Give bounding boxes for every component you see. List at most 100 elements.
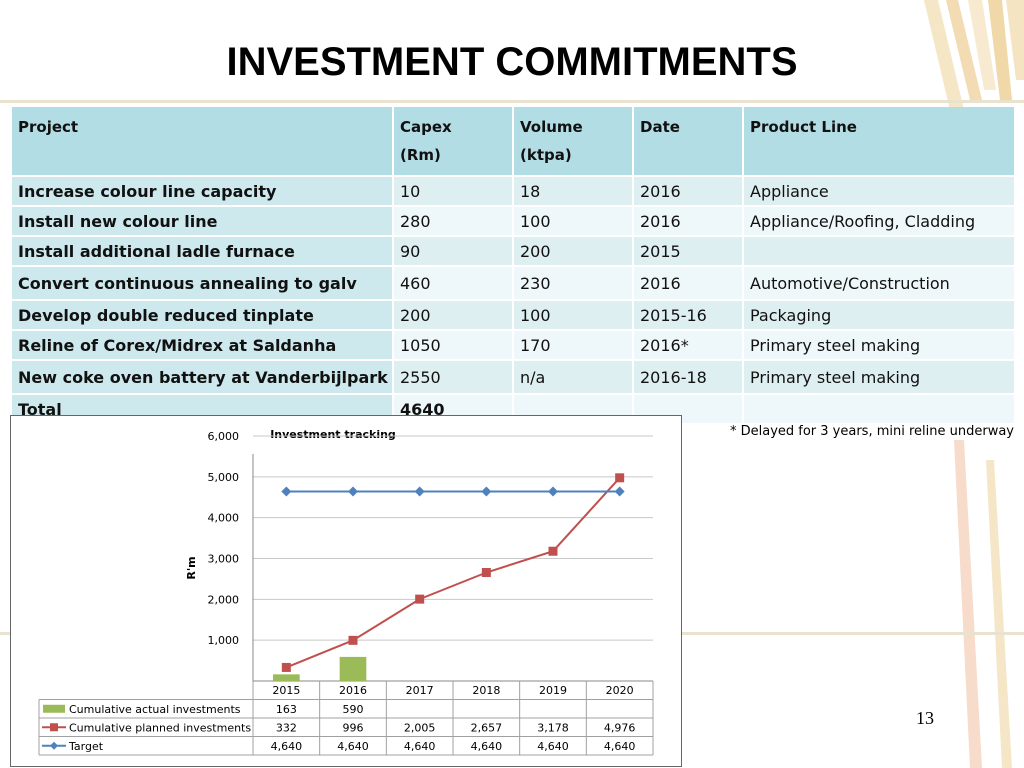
data-label: 163 [276, 703, 297, 716]
page-title: INVESTMENT COMMITMENTS [226, 40, 798, 84]
x-tick-label: 2017 [406, 684, 434, 697]
y-tick-label: 3,000 [208, 553, 240, 566]
capex-cell: 200 [394, 301, 512, 329]
divider-top [0, 100, 1024, 103]
product-line-cell: Appliance [744, 177, 1014, 205]
table-row: Convert continuous annealing to galv 460… [12, 267, 1014, 299]
volume-cell: 100 [514, 207, 632, 235]
line-point [281, 486, 292, 497]
data-label: 4,640 [471, 740, 503, 753]
chart-svg: Investment tracking 6,000 5,000 4,000 3,000 2… [38, 428, 654, 756]
product-line-cell: Primary steel making [744, 361, 1014, 393]
capex-cell: 10 [394, 177, 512, 205]
chart-title: Investment tracking [270, 428, 396, 441]
date-cell: 2016 [634, 177, 742, 205]
data-label: 4,976 [604, 721, 636, 734]
table-row: Reline of Corex/Midrex at Saldanha 1050 … [12, 331, 1014, 359]
data-label: 2,005 [404, 721, 436, 734]
line-point [414, 486, 425, 497]
line-point [415, 594, 425, 604]
data-label: 332 [276, 721, 297, 734]
line-point [548, 546, 558, 556]
date-cell: 2015 [634, 237, 742, 265]
legend-label: Cumulative actual investments [69, 703, 241, 716]
capex-cell: 460 [394, 267, 512, 299]
product-line-cell: Appliance/Roofing, Cladding [744, 207, 1014, 235]
y-tick-label: 4,000 [208, 512, 240, 525]
line-point [614, 486, 625, 497]
x-tick-label: 2018 [472, 684, 500, 697]
date-cell: 2016-18 [634, 361, 742, 393]
line-point [481, 486, 492, 497]
data-label: 2,657 [471, 721, 503, 734]
product-line-cell: Automotive/Construction [744, 267, 1014, 299]
line-point [348, 486, 358, 497]
legend-swatch [43, 704, 65, 713]
capex-cell: 280 [394, 207, 512, 235]
date-cell: 2015-16 [634, 301, 742, 329]
data-label: 996 [343, 721, 364, 734]
table-row: Install new colour line 280 100 2016 App… [12, 207, 1014, 235]
table-header-row: Project Capex (Rm) Volume (ktpa) Date Prod… [12, 107, 1014, 175]
date-cell: 2016 [634, 267, 742, 299]
data-label: 4,640 [537, 740, 569, 753]
data-label: 4,640 [271, 740, 303, 753]
line-point [548, 486, 558, 497]
footnote: * Delayed for 3 years, mini reline under… [729, 424, 1014, 439]
volume-cell: 230 [514, 267, 632, 299]
project-name: New coke oven battery at Vanderbijlpark [12, 361, 392, 393]
x-tick-label: 2016 [339, 684, 367, 697]
header-project: Project [12, 107, 392, 175]
table-row: Increase colour line capacity 10 18 2016… [12, 177, 1014, 205]
date-cell: 2016 [634, 207, 742, 235]
data-label: 4,640 [337, 740, 369, 753]
header-capex: Capex (Rm) [394, 107, 512, 175]
product-line-cell: Packaging [744, 301, 1014, 329]
header-date: Date [634, 107, 742, 175]
volume-cell: 100 [514, 301, 632, 329]
project-name: Increase colour line capacity [12, 177, 392, 205]
legend-label: Target [68, 740, 104, 753]
series-line [285, 477, 621, 669]
volume-cell: n/a [514, 361, 632, 393]
product-line-cell: Primary steel making [744, 331, 1014, 359]
date-cell: 2016* [634, 331, 742, 359]
line-point [481, 568, 491, 578]
line-point [281, 662, 291, 672]
y-tick-label: 6,000 [208, 430, 240, 443]
project-name: Install additional ladle furnace [12, 237, 392, 265]
x-tick-label: 2019 [539, 684, 567, 697]
line-point [348, 635, 358, 645]
data-label: 590 [343, 703, 364, 716]
data-label: 3,178 [537, 721, 569, 734]
data-label: 4,640 [404, 740, 436, 753]
x-tick-label: 2015 [272, 684, 300, 697]
project-name: Develop double reduced tinplate [12, 301, 392, 329]
bar [339, 656, 367, 681]
table-row: Install additional ladle furnace 90 200 … [12, 237, 1014, 265]
table-row-total: Total 4640 [12, 395, 1014, 423]
project-name: Reline of Corex/Midrex at Saldanha [12, 331, 392, 359]
page-number: 13 [916, 708, 934, 728]
legend-marker [50, 741, 58, 750]
header-volume: Volume (ktpa) [514, 107, 632, 175]
y-tick-label: 1,000 [208, 634, 240, 647]
header-product-line: Product Line [744, 107, 1014, 175]
table-row: New coke oven battery at Vanderbijlpark … [12, 361, 1014, 393]
line-point [615, 473, 625, 483]
investment-tracking-chart: Investment tracking 6,000 5,000 4,000 3,000 2… [10, 415, 682, 767]
bar [273, 674, 300, 681]
product-line-cell [744, 395, 1014, 423]
volume-cell: 170 [514, 331, 632, 359]
product-line-cell [744, 237, 1014, 265]
capex-cell: 1050 [394, 331, 512, 359]
investment-table: Project Capex (Rm) Volume (ktpa) Date Prod… [10, 105, 1016, 425]
legend-marker [50, 723, 58, 732]
capex-cell: 2550 [394, 361, 512, 393]
y-tick-label: 2,000 [208, 593, 240, 606]
project-name: Install new colour line [12, 207, 392, 235]
volume-cell: 18 [514, 177, 632, 205]
capex-cell: 90 [394, 237, 512, 265]
x-tick-label: 2020 [606, 684, 634, 697]
y-tick-label: 5,000 [208, 471, 240, 484]
